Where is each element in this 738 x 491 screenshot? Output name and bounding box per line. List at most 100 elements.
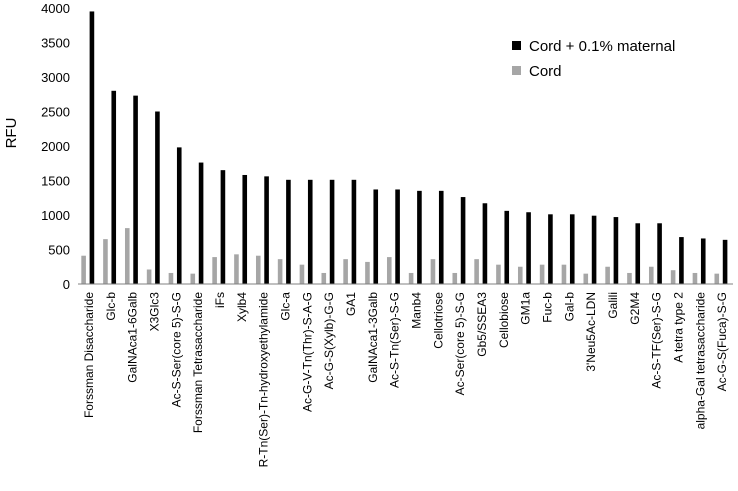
bar-cord-maternal	[395, 189, 400, 284]
legend-label: Cord + 0.1% maternal	[529, 38, 675, 55]
legend-swatch	[512, 66, 521, 75]
bar-cord	[234, 254, 239, 284]
bar-cord-maternal	[679, 237, 684, 284]
bar-cord-maternal	[438, 190, 444, 284]
bar-cord	[648, 266, 654, 284]
x-tick-label: Cellobiose	[497, 292, 511, 348]
bar-cord	[474, 259, 479, 284]
bar-cord	[627, 272, 632, 284]
bar-cord-maternal	[722, 239, 728, 284]
x-tick-label: Gb5/SSEA3	[475, 292, 489, 357]
x-tick-label: Glc-a	[278, 292, 292, 321]
bar-cord	[321, 272, 327, 284]
bar-cord-maternal	[286, 179, 291, 284]
x-tick-label: Xylb4	[235, 292, 249, 322]
x-tick-label: Glc-b	[104, 292, 118, 321]
bar-cord	[539, 264, 545, 284]
bar-cord-maternal	[657, 223, 662, 284]
bar-cord	[299, 264, 305, 284]
bar-cord-maternal	[242, 174, 248, 284]
x-tick-label: Ac-S-Ser(core 5)-S-G	[169, 292, 183, 407]
bar-cord	[561, 264, 567, 284]
bar-cord-maternal	[264, 176, 269, 284]
x-tick-label: GM1a	[519, 292, 533, 325]
x-tick-label: Ac-Ser(core 5)-S-G	[453, 292, 467, 395]
bar-cord-maternal	[635, 223, 641, 284]
x-tick-label: GalNAca1-3Galb	[366, 292, 380, 383]
x-tick-label: A tetra type 2	[671, 292, 685, 363]
x-tick-label: Galili	[606, 292, 620, 319]
bar-cord	[124, 228, 130, 284]
x-tick-label: GA1	[344, 292, 358, 316]
y-tick-label: 1000	[41, 208, 70, 223]
x-tick-label: R-Tn(Ser)-Tn-hydroxyethylamide	[257, 292, 271, 468]
legend-label: Cord	[529, 63, 562, 80]
bar-cord	[212, 257, 217, 284]
bar-cord-maternal	[307, 179, 313, 284]
bar-cord-maternal	[155, 111, 160, 284]
bar-cord	[408, 272, 414, 284]
bar-cord-maternal	[133, 95, 138, 284]
y-tick-label: 0	[63, 277, 70, 292]
bar-cord-maternal	[176, 147, 182, 284]
bar-cord-maternal	[373, 189, 379, 284]
bar-cord	[168, 272, 174, 284]
bar-cord-maternal	[504, 210, 510, 284]
x-tick-label: Manb4	[409, 292, 423, 329]
x-tick-label: Gal-b	[562, 292, 576, 322]
bar-cord	[583, 273, 589, 284]
bar-cord	[190, 273, 196, 284]
bar-cord	[714, 273, 720, 284]
x-axis-category-labels: Forssman Disaccharide Glc-b GalNAca1-6Galb…	[82, 292, 729, 468]
bar-cord	[496, 264, 501, 284]
bar-cord-maternal	[89, 11, 95, 284]
y-tick-label: 1500	[41, 174, 70, 189]
bar-cord-maternal	[548, 214, 553, 284]
bar-cord	[692, 272, 698, 284]
y-tick-label: 2000	[41, 139, 70, 154]
bar-cord-maternal	[700, 238, 706, 284]
bar-cord	[605, 266, 610, 284]
bar-cord-maternal	[329, 179, 335, 284]
x-tick-label: Cellotriose	[431, 292, 445, 349]
x-tick-label: Ac-G-S(Xylb)-G-G	[322, 292, 336, 389]
bar-cord	[365, 261, 370, 284]
bar-cord-maternal	[482, 203, 488, 284]
bar-cord	[386, 257, 392, 284]
x-tick-label: G2M4	[628, 292, 642, 325]
bar-cord-maternal	[417, 190, 422, 284]
bar-cord	[277, 259, 283, 284]
y-tick-label: 4000	[41, 1, 70, 16]
x-tick-label: iFs	[213, 292, 227, 308]
x-tick-label: Ac-S-Tn(Ser)-S-G	[388, 292, 402, 388]
bar-cord	[103, 239, 108, 284]
y-axis-title: RFU	[3, 118, 20, 149]
bar-cord-maternal	[460, 197, 466, 284]
legend: Cord + 0.1% maternal Cord	[512, 38, 675, 80]
bar-cord	[343, 259, 348, 284]
x-tick-label: Forssman Disaccharide	[82, 292, 96, 418]
x-tick-label: Ac-G-V-Tn(Thr)-S-A-G	[300, 292, 314, 412]
y-axis-ticks: 0 500 1000 1500 2000 2500 3000 3500 4000	[41, 1, 70, 292]
bar-cord-maternal	[198, 162, 204, 284]
x-tick-label: GalNAca1-6Galb	[126, 292, 140, 383]
bar-cord	[146, 269, 152, 284]
bar-cord-maternal	[591, 215, 597, 284]
bars	[81, 11, 728, 284]
x-tick-label: Ac-S-TF(Ser)-S-G	[650, 292, 664, 389]
bar-cord-maternal	[220, 170, 226, 284]
y-tick-label: 3000	[41, 70, 70, 85]
bar-cord-maternal	[526, 212, 531, 284]
y-tick-label: 3500	[41, 36, 70, 51]
legend-swatch	[512, 41, 521, 50]
x-tick-label: Forssman Tetrasaccharide	[191, 292, 205, 433]
x-tick-label: Ac-G-S(Fuca)-S-G	[715, 292, 729, 391]
bar-cord	[81, 255, 86, 284]
bar-cord-maternal	[351, 179, 357, 284]
bar-cord-maternal	[569, 214, 575, 284]
y-tick-label: 2500	[41, 105, 70, 120]
x-tick-label: X3Glc3	[147, 292, 161, 332]
x-tick-label: Fuc-b	[540, 292, 554, 323]
